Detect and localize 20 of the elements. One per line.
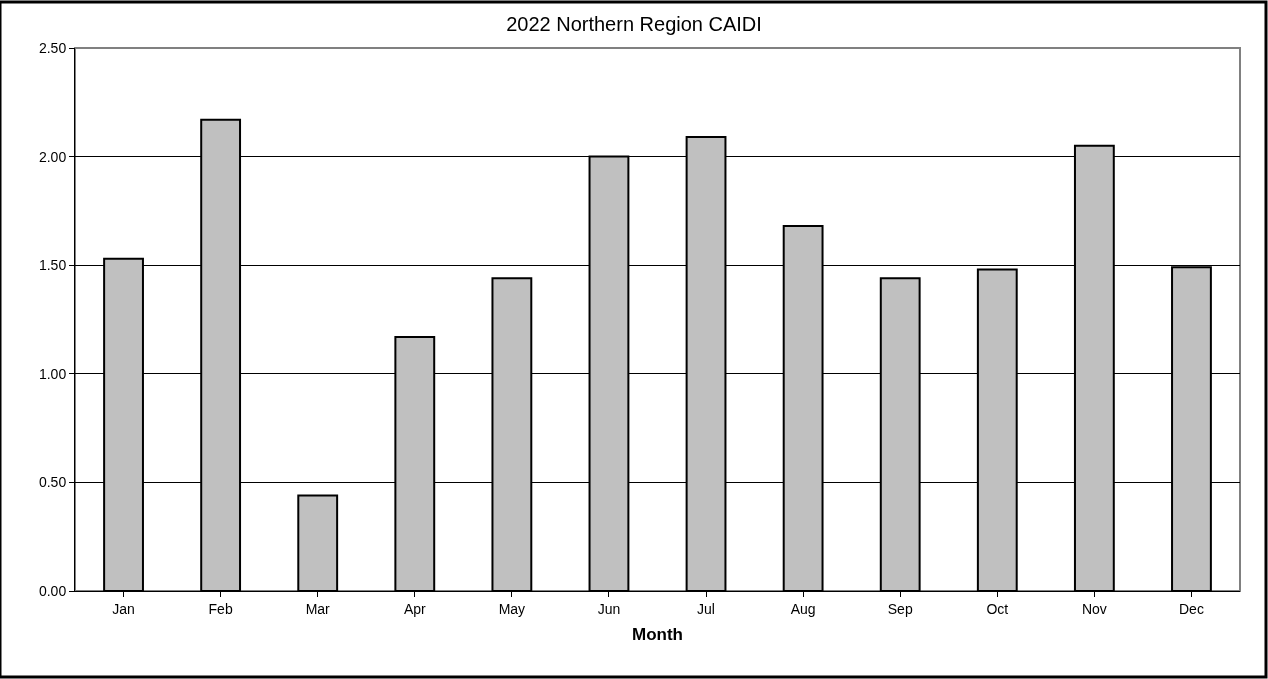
y-tick-label: 2.00 <box>38 148 67 165</box>
y-tick-label: 0.00 <box>38 582 67 599</box>
x-tick-label: Sep <box>887 600 913 617</box>
x-tick-label: Oct <box>986 600 1009 617</box>
x-tick-label: Aug <box>790 600 816 617</box>
x-axis-title: Month <box>632 625 683 645</box>
y-tick-label: 0.50 <box>38 474 67 491</box>
x-tick-label: Dec <box>1179 600 1204 617</box>
x-tick-label: Jul <box>697 600 715 617</box>
y-tick-label: 2.50 <box>38 39 67 56</box>
x-tick-label: Jun <box>597 600 621 617</box>
x-tick-label: Mar <box>305 600 331 617</box>
y-tick-label: 1.50 <box>38 257 67 274</box>
x-tick-label: Apr <box>403 600 427 617</box>
y-tick-label: 1.00 <box>38 365 67 382</box>
x-tick-label: May <box>498 600 526 617</box>
x-tick-label: Nov <box>1081 600 1107 617</box>
chart-title: 2022 Northern Region CAIDI <box>506 12 762 35</box>
x-tick-label: Jan <box>112 600 135 617</box>
x-tick-label: Feb <box>208 600 233 617</box>
